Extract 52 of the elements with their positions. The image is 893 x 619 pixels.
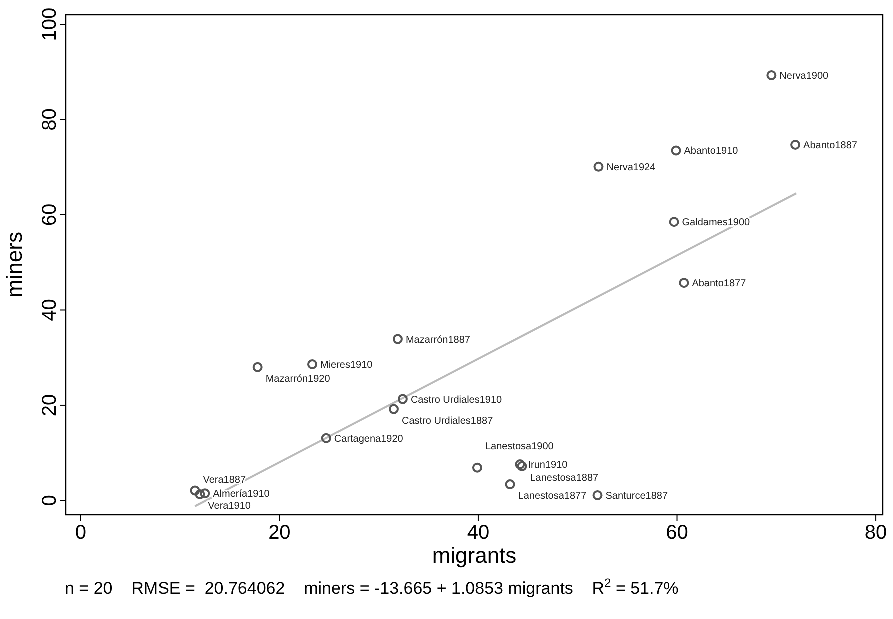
point: [252, 362, 263, 372]
y-tick-label: 80: [39, 108, 61, 131]
annotation: Mazarrón1920: [266, 374, 331, 385]
point: [388, 404, 399, 414]
y-tick-label: 40: [39, 299, 61, 322]
annotation: Irun1910: [528, 460, 568, 472]
point: [200, 488, 210, 499]
annotation: Mazarrón1887: [406, 334, 471, 346]
annotation: Castro Urdiales1887: [402, 416, 494, 427]
annotation: Nerva1900: [780, 70, 830, 82]
x-tick-label: 0: [75, 522, 86, 544]
text: n = 20 RMSE = 20.764062 miners = -13.665 + 1.0853 migrants R$^{2}$ = 51.7%: [65, 576, 679, 598]
y-tick-label: 100: [39, 8, 61, 42]
x-tick-label: 60: [666, 522, 688, 544]
annotation: Abanto1887: [804, 140, 858, 152]
annotation: Cartagena1920: [334, 434, 404, 445]
annotation: Lanestosa1877: [518, 491, 588, 502]
point: [592, 490, 603, 500]
annotation: Lanestosa1900: [485, 441, 554, 452]
point: [190, 486, 200, 496]
annotation: Nerva1924: [606, 162, 656, 174]
point: [594, 162, 604, 172]
point: [392, 334, 403, 344]
x-tick-label: 20: [268, 522, 291, 544]
annotation: Abanto1877: [692, 278, 747, 290]
annotation: Vera1887: [203, 475, 246, 486]
y-axis-title: miners: [2, 232, 27, 298]
annotation: Abanto1910: [684, 146, 739, 158]
annotation: Mieres1910: [320, 360, 374, 372]
annotation: Galdames1900: [682, 218, 751, 229]
y-tick-label: 0: [39, 495, 61, 506]
point: [472, 462, 482, 473]
point: [671, 146, 682, 156]
annotation: Santurce1887: [606, 490, 668, 502]
point: [195, 490, 206, 500]
point: [790, 140, 801, 150]
x-tick-label: 80: [864, 522, 888, 544]
point: [679, 278, 690, 288]
annotation: Castro Urdiales1910: [410, 394, 503, 406]
point: [321, 433, 332, 444]
point: [505, 480, 516, 490]
point: [766, 70, 777, 80]
point: [307, 360, 318, 370]
y-tick-label: 60: [39, 204, 61, 226]
annotation: Almería1910: [213, 489, 270, 500]
annotation: Vera1910: [208, 501, 252, 512]
point: [398, 394, 408, 404]
x-axis-title: migrants: [432, 543, 517, 568]
x-tick-label: 40: [467, 522, 490, 544]
annotation: Lanestosa1887: [530, 472, 600, 484]
y-tick-label: 20: [39, 394, 61, 417]
point: [669, 217, 680, 228]
